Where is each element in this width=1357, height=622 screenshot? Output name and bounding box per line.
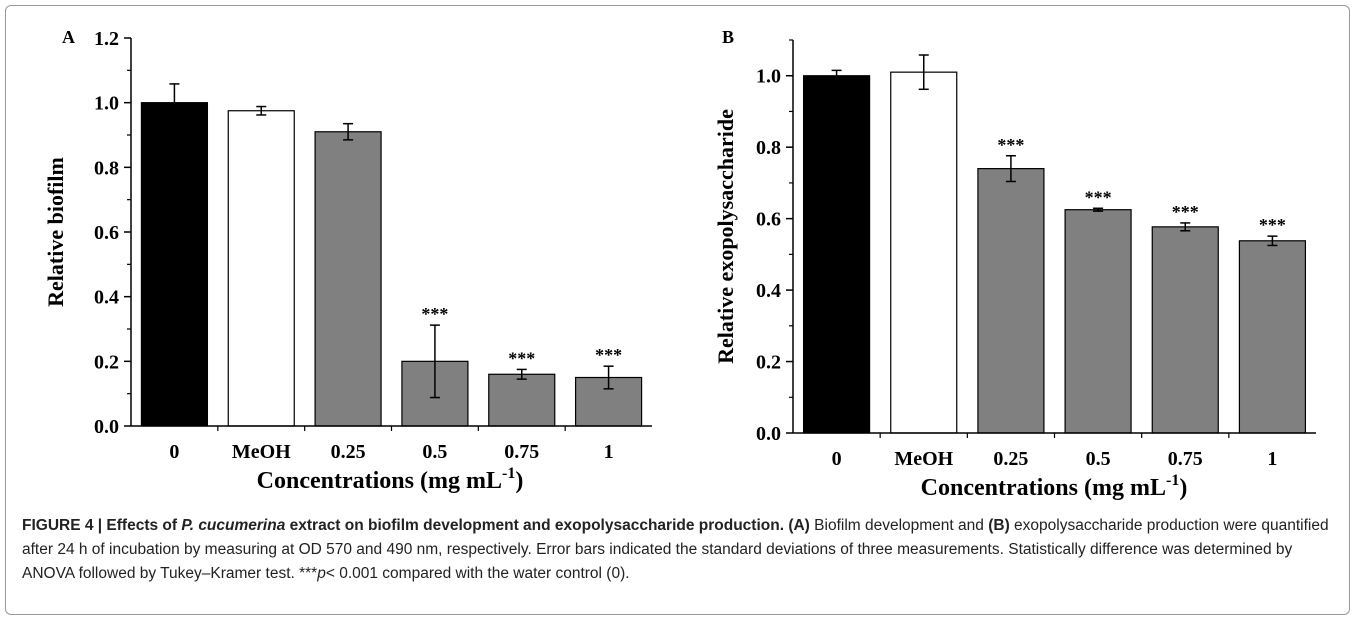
x-tick-label: 0 [832, 448, 842, 470]
significance-label: *** [595, 345, 622, 365]
bar [977, 168, 1045, 434]
figure-frame [5, 5, 1350, 615]
significance-label: *** [508, 348, 535, 368]
y-tick-label: 0.4 [756, 280, 781, 302]
x-tick-label: 0.5 [1086, 448, 1111, 470]
bar [1238, 240, 1307, 434]
x-axis-label-superscript: -1 [502, 465, 515, 482]
caption-panel-a-ref: (A) [788, 517, 810, 534]
bar [1151, 226, 1219, 434]
x-axis-label-main: Concentrations (mg mL [257, 468, 502, 494]
significance-label: *** [1259, 215, 1286, 235]
y-tick-label: 0.6 [756, 209, 781, 231]
caption-title: FIGURE 4 | Effects of P. cucumerina extr… [22, 517, 785, 534]
x-axis-label: Concentrations (mg mL-1) [921, 472, 1188, 501]
chart-panel-a: 0 MeOH 0.25 *** 0.5 *** 0.75 *** 1 0.0 0.2 0.4 0.6 0.… [43, 27, 652, 494]
bar [1064, 209, 1132, 434]
caption-text-a: Biofilm development and [809, 517, 989, 534]
caption-panel-b-ref: (B) [988, 517, 1010, 534]
x-tick-label: 0 [169, 441, 179, 463]
chart-panel-b: 0 MeOH *** 0.25 *** 0.5 *** 0.75 *** 1 0.0 0.2 0.4 0.… [713, 27, 1316, 501]
y-axis-label: Relative exopolysaccharide [713, 109, 738, 364]
x-tick-label: 1 [604, 441, 614, 463]
significance-label: *** [421, 304, 448, 324]
x-axis-label-superscript: -1 [1166, 472, 1179, 489]
caption-text-b: exopolysaccharide production were quanti… [22, 517, 1329, 582]
bar [802, 75, 871, 434]
x-axis-label: Concentrations (mg mL-1) [257, 465, 524, 494]
bar [140, 102, 209, 427]
significance-label: *** [997, 135, 1024, 155]
x-axis-label-end: ) [1179, 475, 1187, 501]
x-tick-label: 0.5 [422, 441, 447, 463]
bar [314, 131, 382, 427]
x-tick-label: MeOH [894, 448, 953, 470]
y-tick-label: 1.0 [756, 66, 781, 88]
caption-p-symbol: p [317, 565, 326, 582]
significance-label: *** [1172, 202, 1199, 222]
y-tick-label: 0.8 [94, 157, 119, 179]
x-tick-label: 0.75 [1168, 448, 1203, 470]
y-tick-label: 0.0 [94, 416, 119, 438]
x-tick-label: 0.75 [504, 441, 539, 463]
y-tick-label: 0.2 [94, 351, 119, 373]
figure-caption: FIGURE 4 | Effects of P. cucumerina extr… [22, 514, 1337, 586]
y-tick-label: 0.0 [756, 423, 781, 445]
panel-label: B [722, 27, 734, 47]
y-tick-label: 1.2 [94, 28, 119, 50]
x-tick-label: MeOH [232, 441, 291, 463]
caption-text-c: < 0.001 compared with the water control … [325, 565, 630, 582]
y-tick-label: 0.6 [94, 222, 119, 244]
figure-svg: 0 MeOH 0.25 *** 0.5 *** 0.75 *** 1 0.0 0.2 0.4 0.6 0.… [43, 27, 1316, 501]
x-tick-label: 1 [1267, 448, 1277, 470]
bar [890, 71, 958, 434]
y-tick-label: 1.0 [94, 93, 119, 115]
x-tick-label: 0.25 [331, 441, 366, 463]
y-tick-label: 0.8 [756, 137, 781, 159]
x-tick-label: 0.25 [993, 448, 1028, 470]
significance-label: *** [1085, 187, 1112, 207]
bar [227, 110, 295, 427]
panel-label: A [62, 27, 75, 47]
bar [488, 373, 556, 427]
y-tick-label: 0.2 [756, 352, 781, 374]
x-axis-label-main: Concentrations (mg mL [921, 475, 1166, 501]
x-axis-label-end: ) [515, 468, 523, 494]
y-tick-label: 0.4 [94, 287, 119, 309]
y-axis-label: Relative biofilm [43, 157, 68, 307]
